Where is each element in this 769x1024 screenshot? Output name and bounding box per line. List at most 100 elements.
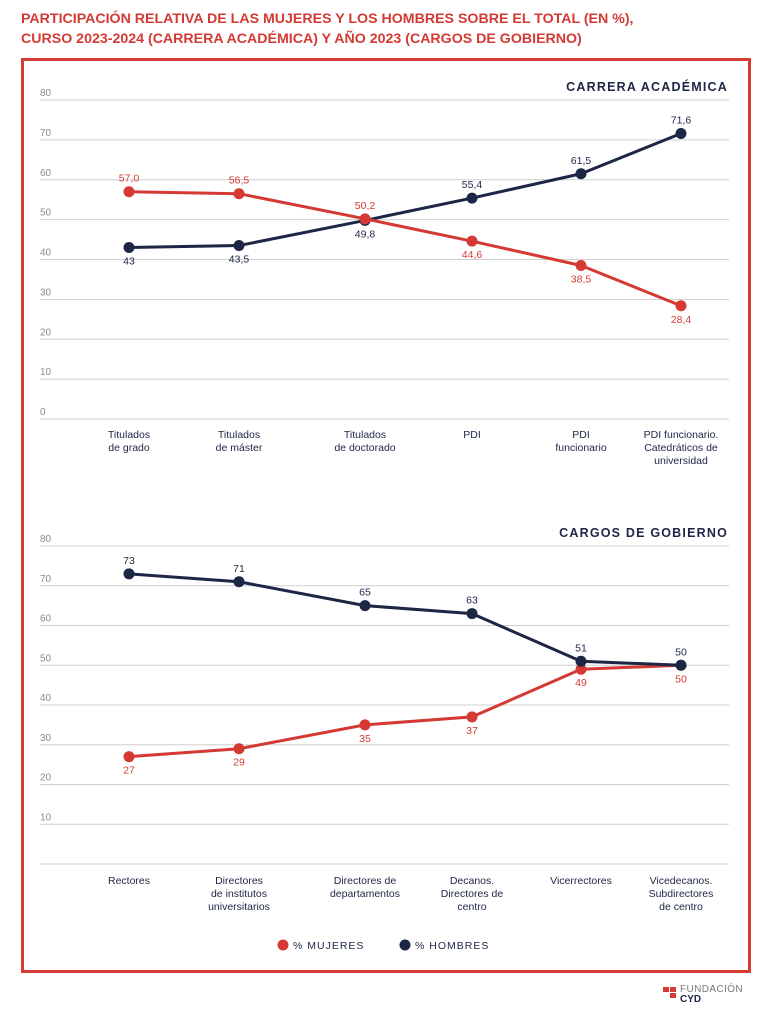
x-tick-label: Directores de — [334, 875, 397, 887]
data-point-mujeres — [359, 213, 371, 225]
series-line-hombres — [128, 132, 682, 250]
x-tick-label: de máster — [216, 442, 263, 454]
legend-label: % MUJERES — [293, 940, 364, 952]
data-point-mujeres — [575, 259, 587, 271]
legend-label: % HOMBRES — [415, 940, 489, 952]
y-tick-label: 20 — [40, 773, 52, 784]
data-label-hombres: 71 — [233, 563, 245, 575]
y-tick-label: 80 — [40, 88, 52, 99]
x-tick-label: de grado — [108, 442, 150, 454]
logo-text-line2: CYD — [680, 994, 701, 1005]
legend-marker — [399, 939, 411, 951]
data-point-mujeres — [123, 186, 135, 198]
logo-square-3 — [670, 993, 676, 998]
data-label-hombres: 43 — [123, 256, 135, 268]
data-point-hombres — [123, 568, 135, 580]
x-tick-label: PDI funcionario. — [644, 429, 719, 441]
y-tick-label: 0 — [40, 407, 46, 418]
data-point-hombres — [575, 655, 587, 667]
y-tick-label: 10 — [40, 812, 52, 823]
data-label-hombres: 51 — [575, 642, 587, 654]
chart-frame — [21, 58, 751, 973]
x-tick-label: Decanos. — [450, 875, 494, 887]
data-point-hombres — [359, 600, 371, 612]
x-tick-label: Subdirectores — [649, 888, 714, 900]
data-point-hombres — [466, 192, 478, 204]
data-point-hombres — [575, 168, 587, 180]
y-tick-label: 70 — [40, 128, 52, 139]
logo-square-2 — [670, 987, 676, 992]
y-tick-label: 30 — [40, 733, 52, 744]
page-title: PARTICIPACIÓN RELATIVA DE LAS MUJERES Y … — [21, 9, 751, 49]
data-label-mujeres: 56,5 — [229, 175, 250, 187]
data-label-mujeres: 28,4 — [671, 314, 692, 326]
data-point-mujeres — [675, 300, 687, 312]
data-label-hombres: 63 — [466, 595, 478, 607]
x-tick-label: Catedráticos de — [644, 442, 718, 454]
x-tick-label: funcionario — [555, 442, 607, 454]
x-tick-label: de institutos — [211, 888, 267, 900]
x-tick-label: Rectores — [108, 875, 150, 887]
data-label-hombres: 49,8 — [355, 228, 376, 240]
data-label-hombres: 43,5 — [229, 254, 250, 266]
fundacion-cyd-logo: FUNDACIÓN CYD — [663, 983, 743, 1005]
x-tick-label: de doctorado — [334, 442, 395, 454]
series-line-mujeres — [128, 190, 682, 308]
x-tick-label: Directores de — [441, 888, 504, 900]
y-tick-label: 40 — [40, 693, 52, 704]
x-tick-label: Directores — [215, 875, 263, 887]
y-tick-label: 20 — [40, 327, 52, 338]
data-point-mujeres — [233, 188, 245, 200]
x-tick-label: Titulados — [218, 429, 260, 441]
x-tick-label: departamentos — [330, 888, 400, 900]
data-label-mujeres: 37 — [466, 725, 478, 737]
title-line-1: PARTICIPACIÓN RELATIVA DE LAS MUJERES Y … — [21, 11, 634, 27]
y-tick-label: 70 — [40, 574, 52, 585]
y-tick-label: 50 — [40, 208, 52, 219]
data-label-mujeres: 50 — [675, 673, 687, 685]
data-label-hombres: 50 — [675, 646, 687, 658]
x-tick-label: universidad — [654, 455, 708, 467]
y-tick-label: 50 — [40, 653, 52, 664]
data-point-hombres — [675, 659, 687, 671]
data-label-hombres: 71,6 — [671, 114, 692, 126]
x-tick-label: PDI — [572, 429, 590, 441]
data-label-mujeres: 27 — [123, 765, 135, 777]
data-label-hombres: 65 — [359, 587, 371, 599]
y-tick-label: 10 — [40, 367, 52, 378]
data-label-mujeres: 49 — [575, 677, 587, 689]
x-tick-label: Vicedecanos. — [650, 875, 713, 887]
data-point-mujeres — [359, 719, 371, 731]
y-tick-label: 30 — [40, 287, 52, 298]
y-tick-label: 40 — [40, 248, 52, 259]
data-point-mujeres — [575, 663, 587, 675]
data-point-mujeres — [233, 743, 245, 755]
data-point-hombres — [466, 608, 478, 620]
data-label-hombres: 61,5 — [571, 155, 592, 167]
x-tick-label: universitarios — [208, 901, 270, 913]
x-tick-label: centro — [457, 901, 486, 913]
data-label-mujeres: 50,2 — [355, 200, 376, 212]
logo-square-1 — [663, 987, 669, 992]
series-line-mujeres — [128, 663, 682, 759]
data-point-mujeres — [466, 711, 478, 723]
data-point-hombres — [233, 240, 245, 252]
legend-marker — [277, 939, 289, 951]
x-tick-label: de centro — [659, 901, 703, 913]
y-tick-label: 60 — [40, 614, 52, 625]
x-tick-label: Titulados — [344, 429, 386, 441]
data-point-hombres — [675, 127, 687, 139]
data-label-mujeres: 57,0 — [119, 173, 140, 185]
data-label-hombres: 73 — [123, 555, 135, 567]
data-label-mujeres: 29 — [233, 757, 245, 769]
x-tick-label: Vicerrectores — [550, 875, 612, 887]
chart-title: CARGOS DE GOBIERNO — [559, 526, 728, 540]
chart-title: CARRERA ACADÉMICA — [566, 79, 728, 94]
data-label-mujeres: 35 — [359, 733, 371, 745]
title-line-2: CURSO 2023-2024 (CARRERA ACADÉMICA) Y AÑ… — [21, 31, 582, 47]
y-tick-label: 80 — [40, 534, 52, 545]
data-label-mujeres: 38,5 — [571, 273, 592, 285]
x-tick-label: PDI — [463, 429, 481, 441]
data-label-mujeres: 44,6 — [462, 249, 483, 261]
series-line-hombres — [128, 572, 682, 667]
